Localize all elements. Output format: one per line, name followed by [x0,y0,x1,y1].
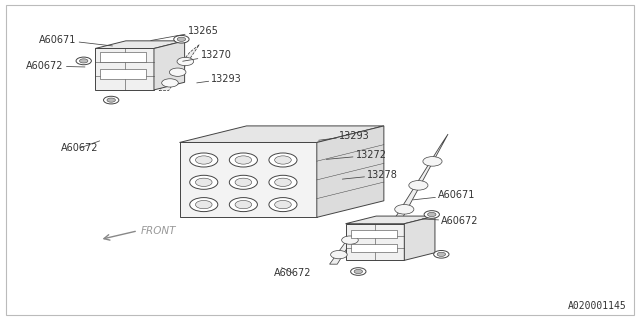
Circle shape [177,37,186,41]
Circle shape [437,252,445,256]
Circle shape [195,178,212,187]
Text: A60671: A60671 [413,190,476,200]
Text: 13265: 13265 [151,26,219,41]
Circle shape [428,212,436,217]
Text: A60672: A60672 [274,268,312,278]
Text: A60672: A60672 [26,61,85,71]
Circle shape [269,175,297,189]
Text: 13272: 13272 [326,150,387,160]
Polygon shape [346,216,435,224]
Polygon shape [95,41,184,49]
Polygon shape [100,52,147,62]
Circle shape [275,178,291,187]
Circle shape [423,156,442,166]
Circle shape [331,251,348,259]
Text: A020001145: A020001145 [568,301,627,311]
Circle shape [235,156,252,164]
Circle shape [275,200,291,209]
Circle shape [275,156,291,164]
Text: A60672: A60672 [422,216,479,226]
Circle shape [195,156,212,164]
Polygon shape [317,126,384,217]
Polygon shape [394,134,448,220]
Circle shape [76,57,92,65]
Text: 13293: 13293 [319,131,370,141]
Circle shape [354,269,362,274]
Polygon shape [179,126,384,142]
Circle shape [170,68,186,76]
Circle shape [189,153,218,167]
Text: 13293: 13293 [196,74,242,84]
Circle shape [395,204,414,214]
Polygon shape [346,224,404,260]
Circle shape [351,268,366,275]
Text: A60671: A60671 [39,35,113,46]
Circle shape [79,59,88,63]
Polygon shape [404,216,435,260]
Circle shape [104,96,119,104]
Polygon shape [100,68,147,79]
Circle shape [229,197,257,212]
Circle shape [162,79,179,87]
Circle shape [177,57,194,66]
Text: 13278: 13278 [342,170,398,180]
Polygon shape [351,230,397,238]
Circle shape [189,197,218,212]
Circle shape [107,98,115,102]
Circle shape [195,200,212,209]
Polygon shape [179,142,317,217]
Polygon shape [330,219,365,264]
Circle shape [235,200,252,209]
Circle shape [409,180,428,190]
Circle shape [173,36,189,43]
Circle shape [342,236,358,244]
Circle shape [229,153,257,167]
Circle shape [229,175,257,189]
Text: FRONT: FRONT [141,226,177,236]
Circle shape [189,175,218,189]
Polygon shape [159,45,199,91]
Polygon shape [351,244,397,252]
Circle shape [434,251,449,258]
Text: 13270: 13270 [182,51,232,61]
Circle shape [424,211,440,218]
Polygon shape [154,41,184,90]
Circle shape [269,197,297,212]
Polygon shape [95,49,154,90]
Text: A60672: A60672 [61,141,100,153]
Circle shape [235,178,252,187]
Circle shape [269,153,297,167]
